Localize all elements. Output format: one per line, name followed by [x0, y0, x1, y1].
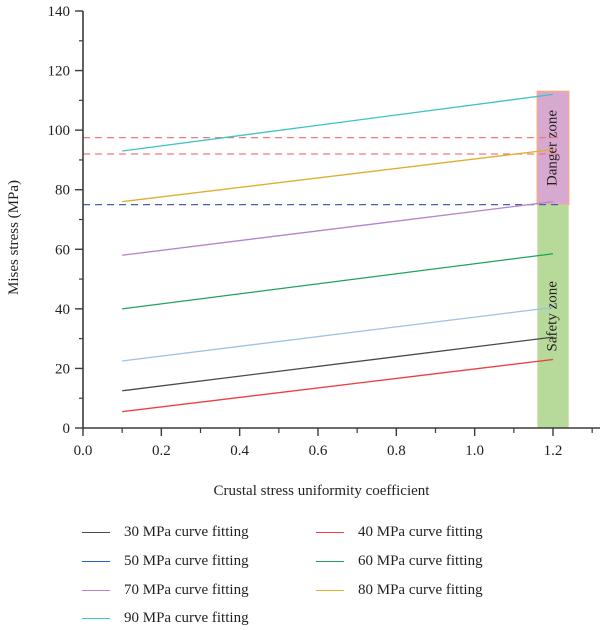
legend-label-30mpa: 30 MPa curve fitting: [124, 523, 249, 540]
legend-swatch-80mpa: [316, 589, 344, 591]
series-layer: [122, 93, 554, 413]
80mpa-series-line: [122, 148, 554, 203]
legend-item-40mpa: 40 MPa curve fitting: [316, 522, 483, 542]
legend-label-60mpa: 60 MPa curve fitting: [358, 552, 483, 569]
danger-zone-rect: [536, 90, 570, 206]
legend-item-90mpa: 90 MPa curve fitting: [82, 608, 249, 628]
y-tick-label: 80: [55, 183, 70, 199]
safety-zone-rect: [537, 204, 569, 428]
x-tick-label: 0.2: [152, 443, 171, 459]
legend-label-90mpa: 90 MPa curve fitting: [124, 609, 249, 626]
reference-lines-layer: [83, 136, 561, 206]
chart: Danger zone Safety zone 0 20 40 60 80 100 120 14…: [6, 4, 600, 499]
legend-swatch-90mpa: [82, 617, 110, 619]
legend-item-60mpa: 60 MPa curve fitting: [316, 551, 483, 571]
danger-zone-label: Danger zone: [544, 110, 560, 187]
legend-swatch-60mpa: [316, 560, 344, 562]
y-tick-label: 40: [55, 302, 70, 318]
y-tick-label: 60: [55, 242, 70, 258]
zones-layer: Danger zone Safety zone: [536, 90, 570, 428]
x-tick-label: 1.0: [465, 443, 484, 459]
y-tick-label: 100: [48, 123, 71, 139]
50mpa-series-line: [122, 306, 554, 362]
legend-item-80mpa: 80 MPa curve fitting: [316, 580, 483, 600]
60mpa-series-line: [122, 253, 554, 310]
x-tick-label: 0.8: [387, 443, 406, 459]
legend-item-30mpa: 30 MPa curve fitting: [82, 522, 249, 542]
40mpa-series-line: [122, 358, 554, 413]
y-axis-title: Mises stress (MPa): [6, 180, 22, 295]
legend-item-70mpa: 70 MPa curve fitting: [82, 580, 249, 600]
axes-layer: 0 20 40 60 80 100 120 140 0.0 0.2 0.4 0.6 0.8 1.0 1.2: [48, 4, 600, 459]
legend-swatch-40mpa: [316, 531, 344, 533]
legend-swatch-30mpa: [82, 531, 110, 533]
70mpa-series-line: [122, 200, 554, 256]
legend: 30 MPa curve fitting 40 MPa curve fittin…: [0, 516, 600, 630]
30mpa-series-line: [122, 336, 554, 392]
legend-swatch-70mpa: [82, 589, 110, 591]
legend-label-50mpa: 50 MPa curve fitting: [124, 552, 249, 569]
x-axis-title: Crustal stress uniformity coefficient: [214, 483, 431, 499]
legend-label-70mpa: 70 MPa curve fitting: [124, 581, 249, 598]
legend-label-40mpa: 40 MPa curve fitting: [358, 523, 483, 540]
legend-label-80mpa: 80 MPa curve fitting: [358, 581, 483, 598]
90mpa-series-line: [122, 93, 554, 152]
safety-zone-label: Safety zone: [544, 281, 560, 352]
y-tick-label: 120: [48, 64, 71, 80]
x-tick-label: 0.0: [74, 443, 93, 459]
x-tick-label: 1.2: [544, 443, 563, 459]
legend-swatch-50mpa: [82, 560, 110, 562]
y-tick-label: 140: [48, 4, 71, 20]
legend-item-50mpa: 50 MPa curve fitting: [82, 551, 249, 571]
x-tick-label: 0.6: [309, 443, 328, 459]
y-tick-label: 20: [55, 361, 70, 377]
x-tick-label: 0.4: [230, 443, 249, 459]
y-tick-label: 0: [63, 421, 71, 437]
